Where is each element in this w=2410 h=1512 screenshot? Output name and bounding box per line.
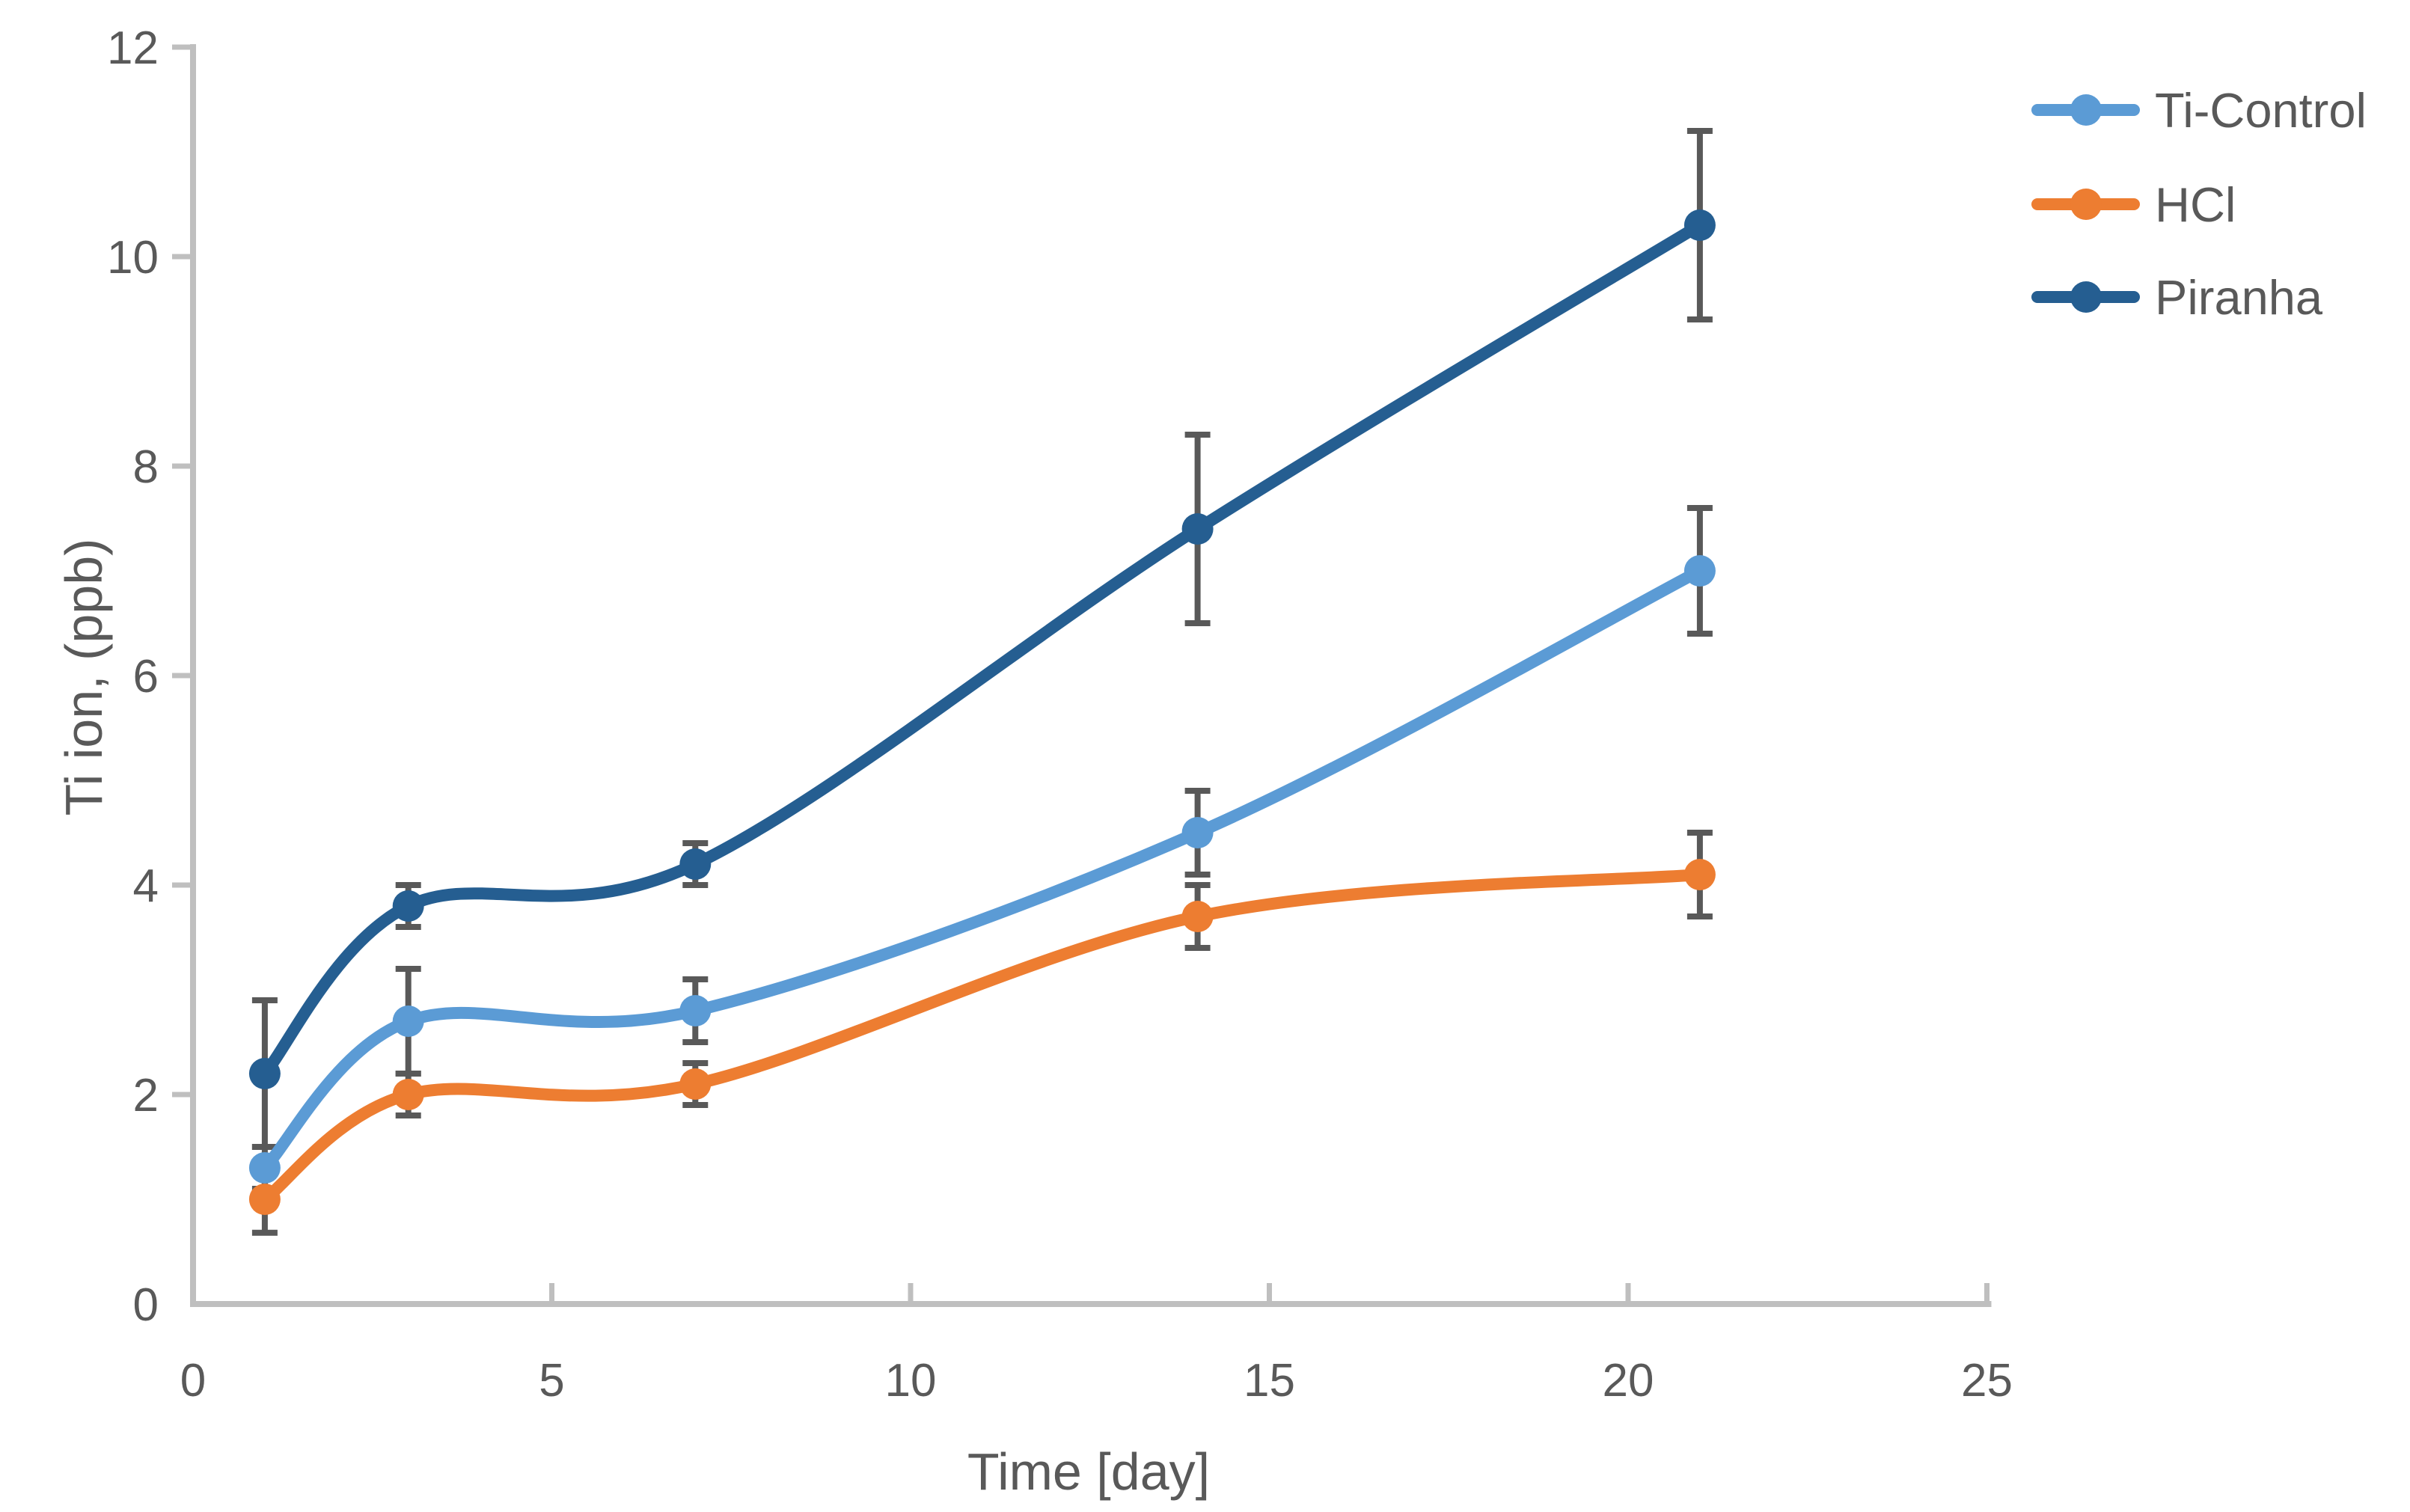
marker-ti-control-day-21 <box>1683 555 1716 587</box>
y-tick-label-10: 10 <box>107 232 159 284</box>
x-tick-label-20: 20 <box>1603 1355 1654 1407</box>
legend-marker-icon <box>2070 94 2102 126</box>
marker-ti-control-day-7 <box>679 995 712 1026</box>
marker-hcl-day-1 <box>248 1184 281 1215</box>
x-axis-title: Time [day] <box>967 1442 1211 1501</box>
x-tick-label-0: 0 <box>180 1355 206 1407</box>
y-tick-label-0: 0 <box>133 1279 159 1331</box>
legend-line-sample <box>2031 189 2140 220</box>
marker-ti-control-day-1 <box>248 1152 281 1184</box>
legend-label: Piranha <box>2155 269 2323 325</box>
marker-piranha-day-1 <box>248 1058 281 1089</box>
legend-item-piranha: Piranha <box>2031 263 2322 331</box>
y-axis-title: Ti ion, (ppb) <box>55 538 113 816</box>
y-tick-label-6: 6 <box>133 651 159 703</box>
x-tick-label-10: 10 <box>885 1355 937 1407</box>
marker-piranha-day-7 <box>679 848 712 880</box>
x-tick-label-15: 15 <box>1244 1355 1295 1407</box>
marker-ti-control-day-14 <box>1181 817 1214 848</box>
marker-hcl-day-7 <box>679 1068 712 1100</box>
y-tick-label-4: 4 <box>133 860 159 912</box>
marker-piranha-day-3 <box>392 890 424 922</box>
legend-line-sample <box>2031 281 2140 313</box>
x-tick-label-5: 5 <box>539 1355 564 1407</box>
series-line-piranha <box>258 219 1706 1080</box>
y-tick-label-2: 2 <box>133 1070 159 1121</box>
marker-ti-control-day-3 <box>392 1006 424 1037</box>
legend-label: Ti-Control <box>2155 82 2367 138</box>
legend-item-hcl: HCl <box>2031 171 2236 238</box>
legend-marker-icon <box>2070 189 2102 220</box>
y-tick-label-12: 12 <box>107 22 159 74</box>
marker-piranha-day-14 <box>1181 513 1214 545</box>
legend-label: HCl <box>2155 177 2236 232</box>
marker-piranha-day-21 <box>1683 209 1716 241</box>
legend-marker-icon <box>2070 281 2102 313</box>
legend-line-sample <box>2031 94 2140 126</box>
marker-hcl-day-14 <box>1181 901 1214 932</box>
x-tick-label-25: 25 <box>1961 1355 2013 1407</box>
series-line-ti-control <box>258 565 1706 1174</box>
marker-hcl-day-3 <box>392 1079 424 1110</box>
marker-hcl-day-21 <box>1683 859 1716 890</box>
legend-item-ti-control: Ti-Control <box>2031 76 2367 144</box>
y-tick-label-8: 8 <box>133 441 159 493</box>
